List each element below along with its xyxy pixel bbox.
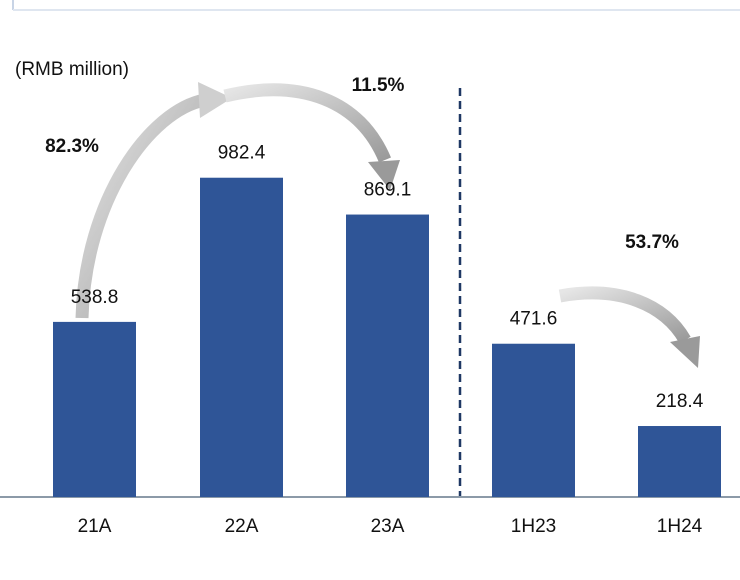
x-tick-label: 21A	[78, 516, 112, 537]
x-tick-label: 1H23	[511, 516, 556, 537]
arrow	[75, 82, 232, 319]
growth-label: 11.5%	[352, 75, 405, 96]
bar	[346, 214, 429, 498]
unit-label: (RMB million)	[15, 59, 129, 80]
growth-label: 82.3%	[45, 136, 99, 157]
bar	[492, 343, 575, 497]
value-label: 471.6	[510, 309, 558, 330]
arrow	[558, 286, 700, 368]
x-tick-label: 1H24	[657, 516, 703, 537]
value-label: 538.8	[71, 287, 119, 308]
bar	[200, 177, 283, 497]
growth-label: 53.7%	[625, 232, 679, 253]
x-tick-label: 23A	[371, 516, 405, 537]
x-tick-label: 22A	[225, 516, 259, 537]
bar	[638, 426, 721, 497]
arrow	[223, 83, 400, 190]
bar	[53, 321, 136, 497]
value-label: 869.1	[364, 180, 412, 201]
value-label: 982.4	[218, 143, 266, 164]
value-label: 218.4	[656, 391, 704, 412]
